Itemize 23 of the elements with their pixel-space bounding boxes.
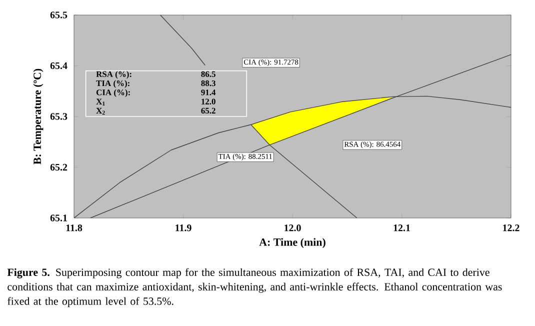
y-tick-label: 65.2	[50, 164, 68, 171]
annotation: X$_{2}$	[96, 108, 105, 115]
x-tick-label: 12.2	[503, 224, 520, 232]
x-tick-label: 11.9	[176, 224, 192, 232]
x-tick-label: 12.0	[284, 224, 301, 232]
annotation: 12.0	[202, 98, 216, 104]
x-tick-label: 12.1	[394, 224, 410, 232]
y-tick-label: 65.5	[50, 12, 68, 18]
x-axis-title: A: Time (min)	[259, 238, 326, 248]
annotation: 86.5	[201, 71, 216, 78]
x-tick-label: 11.8	[66, 224, 82, 232]
annotation: RSA (%):	[96, 71, 132, 79]
y-tick-label: 65.3	[50, 113, 68, 120]
annotation: 91.4	[201, 90, 216, 96]
y-tick-label: 65.1	[50, 214, 67, 222]
y-axis-title: B: Temperature (ºC)	[33, 68, 44, 164]
annotation: 88.3	[201, 80, 216, 86]
text: Figure 5. Superimposing contour map for the simultaneous maximization of RSA, TAI, and CAI to derive conditions that can maximize antioxidant, skin-whitening, and anti-wrinkle effects. Ethanol concentration was fixed at the optimum level of 53.5%.	[7, 268, 502, 308]
y-tick-label: 65.4	[50, 62, 68, 70]
annotation: CIA (%):	[96, 89, 130, 97]
annotation: 65.2	[201, 108, 216, 114]
annotation: TIA (%):	[96, 80, 130, 88]
annotation: X$_{1}$	[96, 98, 105, 106]
